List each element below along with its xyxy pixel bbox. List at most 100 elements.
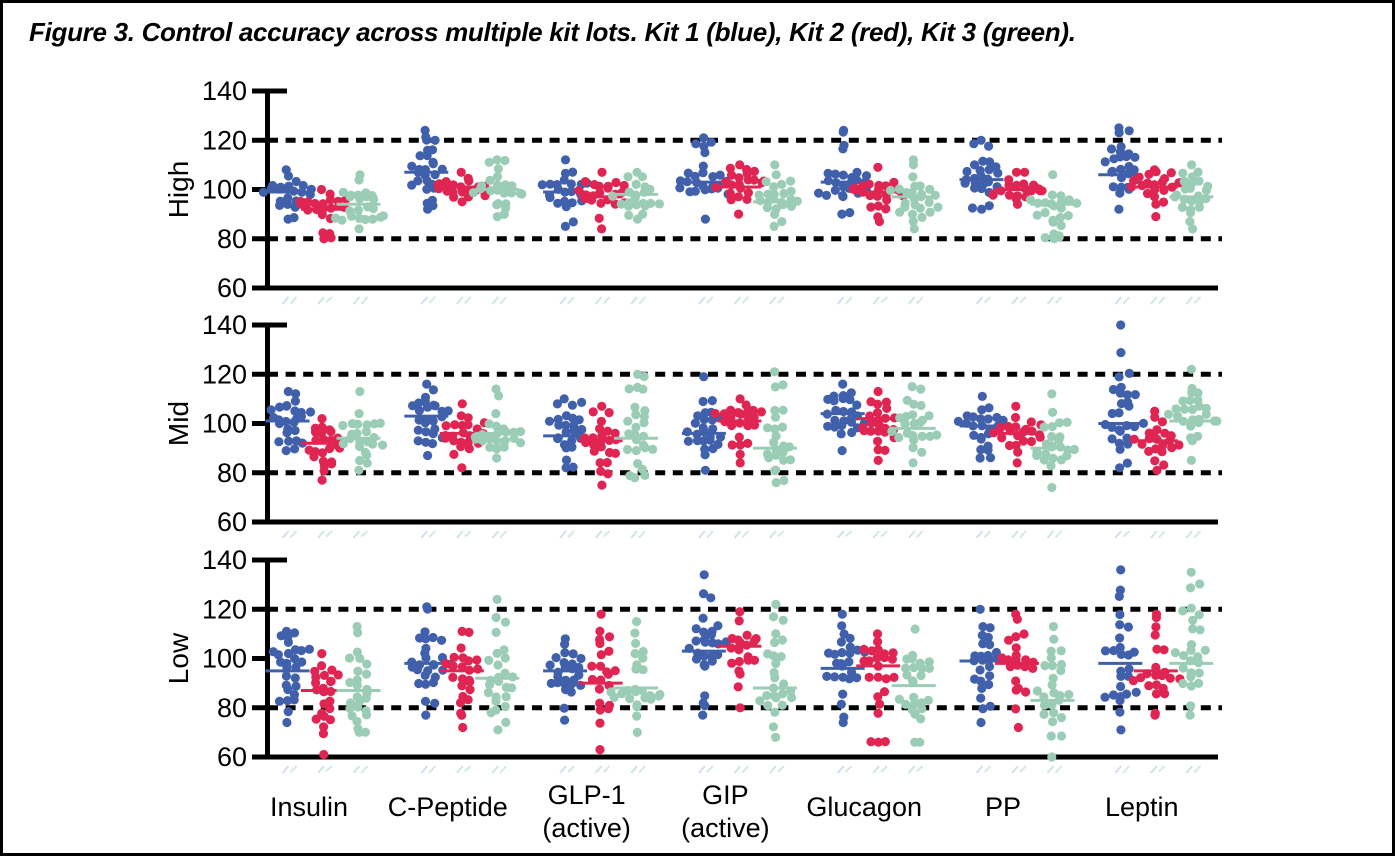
data-point [457,187,467,197]
data-point [631,446,641,456]
data-point [568,217,578,227]
data-point [318,729,328,739]
data-point [597,401,607,411]
data-point [866,426,876,436]
data-point [848,184,858,194]
data-point [735,669,745,679]
data-point [603,669,613,679]
data-point [771,450,781,460]
data-point [889,177,899,187]
cluster-low-cat3-kit2 [717,607,762,713]
data-point [698,613,708,623]
data-point [734,656,745,667]
faint-tick-marks [360,296,369,305]
data-point [353,724,363,734]
data-point [561,463,571,473]
data-point [908,160,919,170]
data-point [290,396,300,406]
faint-tick-marks [602,765,611,774]
data-point [291,681,301,691]
data-point [333,670,343,680]
data-point [836,699,847,709]
data-point [1054,232,1064,242]
data-point [762,691,772,701]
data-point [493,199,503,209]
data-point [1062,417,1072,427]
data-point [895,413,905,423]
data-point [837,621,847,631]
data-point [568,649,578,659]
faint-tick-marks [983,296,992,304]
faint-tick-marks [880,296,888,303]
data-point [276,657,286,667]
data-point [603,469,613,479]
data-point [1124,368,1134,378]
data-point [1212,416,1222,426]
faint-tick-marks [352,296,361,305]
data-point [859,656,869,666]
data-point [1187,196,1197,206]
faint-tick-marks [317,530,325,539]
data-point [560,639,570,649]
data-point [1194,678,1204,689]
faint-tick-marks [325,765,333,772]
cluster-high-cat3-kit3 [752,160,802,231]
data-point [915,737,925,747]
data-point [984,679,994,690]
data-point [1115,444,1125,454]
data-point [619,180,629,191]
data-point [1056,646,1066,656]
data-point [352,647,362,657]
data-point [441,659,451,669]
cluster-mid-cat0-kit1 [265,386,316,456]
data-point [501,692,511,702]
data-point [442,186,452,196]
cluster-high-cat1-kit3 [468,155,527,222]
data-point [1026,417,1036,427]
data-point [310,423,320,433]
cluster-mid-cat2-kit3 [614,369,659,483]
data-point [463,656,474,666]
data-point [500,155,510,166]
data-point [595,718,605,728]
data-point [917,663,927,674]
data-point [873,672,883,682]
data-point [1032,686,1042,696]
data-point [258,187,268,197]
data-point [748,405,758,416]
data-point [786,186,796,196]
data-point [553,198,563,208]
cluster-mid-cat6-kit2 [1129,406,1184,475]
data-point [1115,620,1125,630]
data-point [560,715,570,725]
data-point [1166,168,1176,178]
data-point [276,182,286,192]
data-point [917,212,927,222]
data-point [456,708,466,718]
data-point [282,401,292,411]
y-tick-label: 100 [202,644,247,674]
data-point [1047,389,1057,399]
data-point [1047,680,1057,690]
y-tick-label: 140 [202,76,247,106]
data-point [882,195,892,205]
data-point [456,441,466,452]
faint-tick-marks [706,296,714,304]
data-point [640,201,650,211]
y-tick-label: 140 [202,310,247,340]
data-point [698,589,709,599]
data-point [638,665,648,675]
data-point [902,187,912,198]
data-point [699,627,709,637]
data-point [700,444,710,454]
data-point [1019,629,1029,639]
data-point [700,465,711,475]
data-point [491,627,501,638]
data-point [1186,681,1196,691]
data-point [561,427,571,437]
data-point [559,703,569,713]
data-point [769,668,779,678]
data-point [771,732,781,742]
data-point [311,678,321,688]
data-point [1116,681,1126,692]
